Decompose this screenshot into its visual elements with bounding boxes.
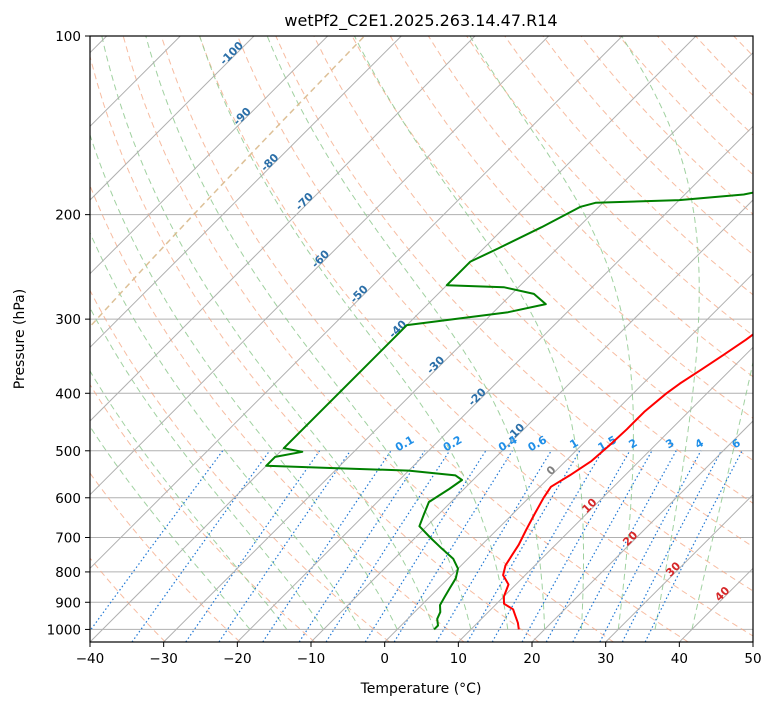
dry-adiabat — [466, 36, 753, 337]
moist-adiabat — [266, 36, 546, 630]
plot-frame — [89, 35, 754, 643]
dry-adiabat — [275, 36, 753, 548]
dry-adiabat — [90, 184, 465, 642]
mixing-ratio-line — [545, 450, 653, 642]
x-tick-label: −30 — [149, 651, 178, 667]
y-tick-label: 700 — [55, 531, 81, 547]
moist-adiabat — [691, 360, 753, 630]
y-tick-label: 900 — [55, 595, 81, 611]
isotherm — [90, 36, 329, 275]
dry-adiabat — [160, 36, 689, 642]
dry-adiabat — [122, 36, 614, 642]
isotherm — [310, 199, 753, 642]
moist-adiabat — [621, 36, 700, 630]
mixing-ratio-line — [262, 450, 392, 642]
dewpoint-profile — [265, 191, 753, 631]
dry-adiabat — [351, 36, 753, 462]
y-axis-label: Pressure (hPa) — [12, 289, 28, 389]
y-tick-label: 300 — [55, 312, 81, 328]
y-tick-label: 100 — [55, 29, 81, 45]
x-tick-label: 10 — [450, 651, 467, 667]
moist-adiabat — [90, 231, 361, 630]
moist-adiabat — [90, 306, 325, 630]
mixing-ratio-line — [298, 450, 426, 642]
moist-adiabat — [469, 36, 634, 630]
x-tick-label: 0 — [380, 651, 389, 667]
x-tick-label: −20 — [223, 651, 252, 667]
mixing-ratio-lines — [90, 450, 743, 642]
moist-adiabat — [145, 36, 472, 630]
mixing-ratio-line — [435, 450, 552, 642]
x-tick-label: 50 — [744, 651, 761, 667]
dry-adiabat — [389, 36, 753, 419]
y-axis: 100 200 300 400 500 600 700 800 900 1000 — [47, 29, 90, 638]
isotherm — [384, 272, 753, 642]
dry-adiabat — [90, 383, 316, 642]
mixing-ratio-line — [131, 450, 271, 642]
moist-adiabat — [90, 370, 288, 630]
moist-adiabat — [354, 36, 584, 630]
dry-adiabat — [504, 36, 753, 296]
mixing-ratio-line — [325, 450, 451, 642]
moist-adiabat — [199, 36, 509, 630]
x-axis-label: Temperature (°C) — [360, 681, 482, 697]
dry-adiabat — [313, 36, 753, 504]
y-tick-label: 800 — [55, 565, 81, 581]
x-tick-label: 20 — [523, 651, 540, 667]
temperature-profile — [502, 333, 753, 630]
y-tick-label: 200 — [55, 208, 81, 224]
mixing-ratio-line — [364, 450, 487, 642]
isotherm — [90, 36, 623, 570]
isotherm — [163, 51, 753, 642]
mixing-ratio-line — [90, 450, 224, 632]
dry-adiabat — [90, 472, 241, 642]
y-tick-label: 400 — [55, 386, 81, 402]
dry-adiabats — [90, 36, 753, 642]
isotherm — [90, 36, 255, 201]
mixing-ratio-line — [185, 450, 321, 642]
mixing-ratio-line — [572, 450, 677, 642]
moist-adiabats — [90, 36, 753, 630]
x-tick-label: −10 — [297, 651, 326, 667]
moist-adiabat — [101, 36, 435, 630]
dry-adiabat — [427, 36, 753, 378]
mixing-ratio-line — [599, 450, 702, 642]
isotherm — [531, 420, 753, 642]
y-tick-label: 600 — [55, 491, 81, 507]
isotherm — [90, 36, 550, 496]
x-tick-label: 40 — [671, 651, 688, 667]
mixing-ratio-line — [218, 450, 351, 642]
dry-adiabat — [90, 54, 540, 642]
mixing-ratio-line — [521, 450, 631, 642]
isotherm — [90, 36, 476, 422]
dry-adiabat — [90, 289, 390, 642]
x-axis: −40 −30 −20 −10 0 10 20 30 40 50 — [76, 642, 762, 667]
pressure-gridlines — [90, 36, 753, 630]
chart-title: wetPf2_C2E1.2025.263.14.47.R14 — [284, 11, 557, 31]
x-tick-label: 30 — [597, 651, 614, 667]
mixing-ratio-line — [644, 450, 743, 642]
isotherm — [90, 36, 402, 349]
dry-adiabat — [237, 36, 753, 592]
y-tick-label: 500 — [55, 444, 81, 460]
x-tick-label: −40 — [76, 651, 105, 667]
moist-adiabat — [90, 425, 251, 630]
plot-area: -100-90-80-70-60-50-40-30-20-100.1 0.2 0.4… — [90, 36, 753, 642]
lcl-curve — [90, 36, 366, 328]
lcl-curve — [90, 36, 366, 328]
moist-adiabat — [90, 133, 398, 630]
profile-series — [265, 191, 753, 631]
isotherm — [236, 125, 753, 642]
isotherm — [457, 346, 753, 642]
y-tick-label: 1000 — [47, 622, 81, 638]
isotherm — [605, 493, 753, 642]
